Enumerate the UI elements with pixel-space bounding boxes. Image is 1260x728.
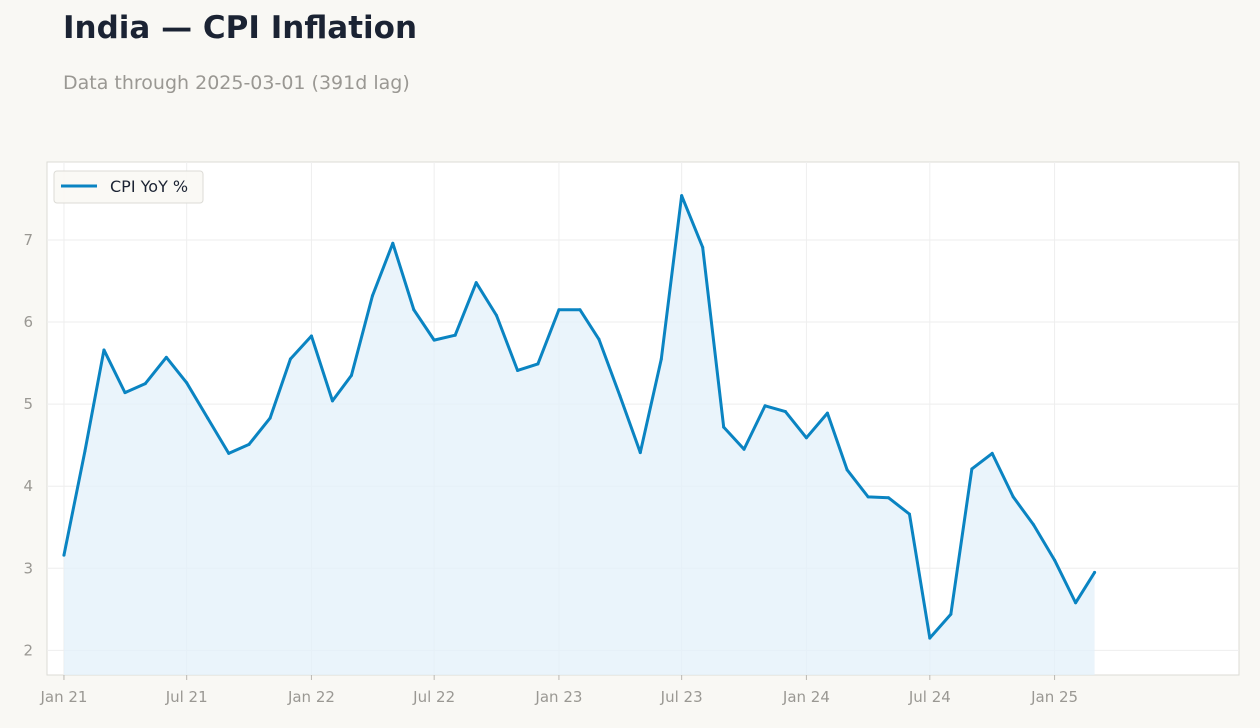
x-axis: Jan 21 Jul 21 Jan 22 Jul 22 Jan 23 Jul 23 Jan …	[39, 675, 1078, 706]
data-point	[432, 338, 436, 342]
data-point	[659, 357, 663, 361]
data-point	[83, 449, 87, 453]
data-point	[164, 355, 168, 359]
data-point	[907, 512, 911, 516]
data-point	[970, 467, 974, 471]
data-point	[123, 391, 127, 395]
data-point	[474, 281, 478, 285]
data-point	[536, 362, 540, 366]
data-point	[804, 436, 808, 440]
legend-label: CPI YoY %	[110, 177, 188, 196]
y-tick-label: 2	[23, 641, 33, 659]
data-point	[783, 410, 787, 414]
y-axis: 2 3 4 5 6 7	[23, 231, 33, 659]
data-point	[102, 348, 106, 352]
x-tick-label: Jul 24	[908, 688, 951, 706]
data-point	[1011, 495, 1015, 499]
data-point	[845, 468, 849, 472]
data-point	[990, 451, 994, 455]
data-point	[618, 394, 622, 398]
data-point	[309, 334, 313, 338]
x-tick-label: Jul 22	[412, 688, 455, 706]
data-point	[268, 416, 272, 420]
data-point	[866, 495, 870, 499]
data-point	[370, 294, 374, 298]
x-tick-label: Jul 23	[660, 688, 703, 706]
legend-box	[53, 170, 204, 204]
data-point	[247, 442, 251, 446]
data-point	[453, 333, 457, 337]
x-tick-label: Jan 24	[782, 688, 830, 706]
series-area-fill	[63, 195, 1095, 675]
data-point	[227, 451, 231, 455]
data-point	[1032, 523, 1036, 527]
data-point	[1093, 570, 1097, 574]
x-tick-label: Jul 21	[165, 688, 208, 706]
data-point	[349, 373, 353, 377]
data-point	[185, 381, 189, 385]
data-point	[928, 636, 932, 640]
data-point	[763, 404, 767, 408]
data-point	[597, 337, 601, 341]
data-point	[680, 194, 684, 198]
data-point	[949, 612, 953, 616]
data-point	[516, 368, 520, 372]
y-tick-label: 5	[23, 395, 33, 413]
data-point	[638, 451, 642, 455]
data-point	[391, 241, 395, 245]
data-point	[206, 416, 210, 420]
y-tick-label: 3	[23, 559, 33, 577]
data-point	[701, 245, 705, 249]
x-tick-label: Jan 25	[1030, 688, 1078, 706]
data-point	[742, 447, 746, 451]
data-point	[1053, 558, 1057, 562]
data-point	[722, 425, 726, 429]
x-tick-label: Jan 23	[534, 688, 582, 706]
x-tick-label: Jan 21	[39, 688, 87, 706]
data-point	[288, 357, 292, 361]
data-point	[578, 308, 582, 312]
x-tick-label: Jan 22	[287, 688, 335, 706]
chart-subtitle: Data through 2025-03-01 (391d lag)	[63, 72, 410, 94]
data-point	[825, 411, 829, 415]
data-point	[330, 399, 334, 403]
data-point	[143, 382, 147, 386]
y-tick-label: 6	[23, 313, 33, 331]
data-point	[886, 496, 890, 500]
legend: CPI YoY %	[53, 170, 204, 204]
y-tick-label: 4	[23, 477, 33, 495]
y-tick-label: 7	[23, 231, 33, 249]
data-point	[412, 308, 416, 312]
series-points	[62, 194, 1097, 640]
data-point	[557, 308, 561, 312]
data-point	[495, 313, 499, 317]
data-point	[1074, 601, 1078, 605]
chart-title: India — CPI Inflation	[63, 10, 418, 46]
data-point	[62, 553, 66, 557]
